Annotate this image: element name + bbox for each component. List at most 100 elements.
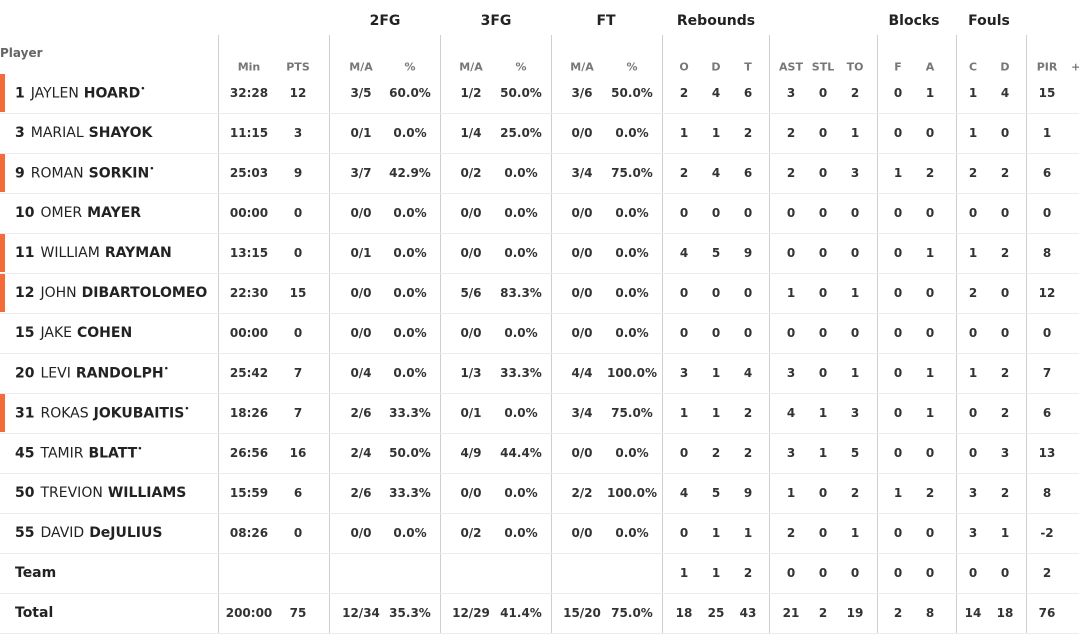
stat-cell: 6: [743, 166, 753, 180]
stat-cell: 1: [893, 166, 903, 180]
stat-cell: 3: [679, 366, 689, 380]
stat-cell: 100.0%: [607, 486, 657, 500]
stat-cell: 1: [711, 126, 721, 140]
stat-cell: 3/5: [350, 86, 372, 100]
starter-marker: [0, 74, 5, 112]
stat-cell: 12: [289, 86, 307, 100]
stat-cell: 5: [711, 246, 721, 260]
stat-cell: 13: [1038, 446, 1056, 460]
stat-cell: 0: [968, 326, 978, 340]
stat-cell: 0: [968, 446, 978, 460]
stat-cell: 0/4: [350, 366, 372, 380]
stat-cell: 4: [679, 486, 689, 500]
stat-cell: 100.0%: [607, 366, 657, 380]
last-name: HOARD: [83, 85, 141, 102]
stat-cell: 33.3%: [500, 366, 542, 380]
stat-cell: 0: [293, 326, 303, 340]
player-number: 9: [15, 165, 25, 182]
last-name: BLATT: [88, 445, 138, 462]
player-number: 11: [15, 245, 35, 261]
stat-cell: 0/0: [571, 246, 593, 260]
stat-cell: 14: [964, 606, 982, 620]
stat-cell: 0: [786, 566, 796, 580]
group-header: Rebounds: [676, 13, 756, 29]
stat-cell: 44.4%: [500, 446, 542, 460]
stat-cell: 0: [850, 206, 860, 220]
stat-cell: 0.0%: [615, 246, 649, 260]
badge: •: [137, 444, 143, 455]
first-name: JAKE: [40, 325, 72, 341]
stat-cell: 75.0%: [611, 406, 653, 420]
stat-cell: 19: [846, 606, 864, 620]
stat-cell: 3: [786, 86, 796, 100]
first-name: LEVI: [40, 365, 71, 382]
player-name: 1 JAYLEN HOARD•: [15, 85, 146, 102]
stat-cell: 3/4: [571, 166, 593, 180]
stat-cell: 0/0: [460, 246, 482, 260]
stat-cell: 0/0: [571, 206, 593, 220]
player-name: 55 DAVID DeJULIUS: [15, 525, 162, 541]
stat-cell: 75.0%: [611, 166, 653, 180]
column-divider: [329, 35, 330, 634]
stat-cell: 0: [818, 126, 828, 140]
stat-cell: 2: [1042, 566, 1052, 580]
stat-cell: 2/6: [350, 406, 372, 420]
stat-cell: 0: [818, 206, 828, 220]
stat-cell: 0: [679, 286, 689, 300]
stat-cell: 4/4: [571, 366, 593, 380]
stat-cell: 0.0%: [504, 526, 538, 540]
column-divider: [769, 35, 770, 634]
stat-cell: 2: [968, 286, 978, 300]
stat-cell: 2: [968, 166, 978, 180]
stat-cell: 32:28: [229, 86, 269, 100]
stat-cell: 6: [1042, 406, 1052, 420]
stat-cell: 0: [293, 206, 303, 220]
stat-cell: 0: [818, 166, 828, 180]
stat-cell: 0.0%: [504, 326, 538, 340]
stat-cell: 9: [743, 486, 753, 500]
stat-cell: 1: [968, 366, 978, 380]
first-name: WILLIAM: [40, 245, 100, 261]
stat-cell: 0.0%: [615, 206, 649, 220]
stat-cell: 00:00: [229, 206, 269, 220]
column-divider: [662, 35, 663, 634]
group-header: 2FG: [369, 13, 401, 29]
stat-cell: 0: [893, 246, 903, 260]
column-header: C: [968, 60, 978, 74]
column-header: M/A: [459, 60, 483, 74]
stat-cell: 3: [850, 406, 860, 420]
stat-cell: 0: [1000, 286, 1010, 300]
stat-cell: 26:56: [229, 446, 269, 460]
stat-cell: 0.0%: [504, 486, 538, 500]
stat-cell: 0.0%: [393, 286, 427, 300]
stat-cell: 1: [850, 126, 860, 140]
stat-cell: 0: [679, 326, 689, 340]
stat-cell: 0/0: [460, 326, 482, 340]
starter-marker: [0, 234, 5, 272]
first-name: JAYLEN: [30, 85, 79, 102]
stat-cell: 0: [968, 206, 978, 220]
stat-cell: 3: [968, 526, 978, 540]
stat-cell: 0.0%: [615, 526, 649, 540]
stat-cell: 76: [1038, 606, 1056, 620]
player-name: 45 TAMIR BLATT•: [15, 445, 143, 462]
stat-cell: 50.0%: [389, 446, 431, 460]
stat-cell: 0/0: [350, 326, 372, 340]
stat-cell: 0/1: [350, 246, 372, 260]
stat-cell: 4: [743, 366, 753, 380]
stat-cell: 5/6: [460, 286, 482, 300]
stat-cell: 6: [743, 86, 753, 100]
stat-cell: 1: [711, 526, 721, 540]
stat-cell: 6: [293, 486, 303, 500]
row-divider: [0, 153, 1079, 154]
stat-cell: 0: [743, 326, 753, 340]
stat-cell: 00:00: [229, 326, 269, 340]
stat-cell: 0: [850, 246, 860, 260]
stat-cell: 3: [786, 446, 796, 460]
stat-cell: 3: [786, 366, 796, 380]
stat-cell: 0.0%: [393, 366, 427, 380]
stat-cell: 22:30: [229, 286, 269, 300]
column-divider: [877, 35, 878, 634]
stat-cell: 1: [679, 126, 689, 140]
